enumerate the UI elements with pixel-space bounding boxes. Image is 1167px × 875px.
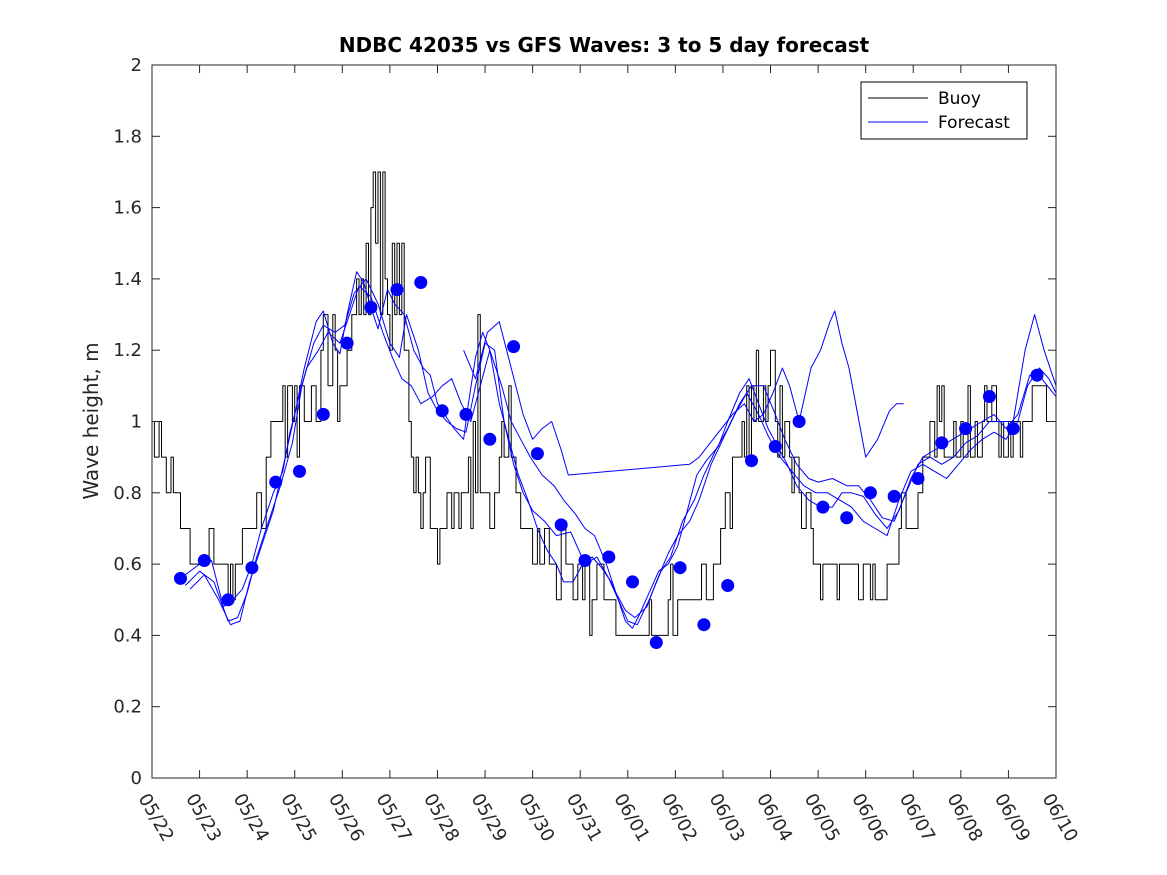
forecast-point [816,500,830,514]
forecast-point [221,593,235,607]
forecast-point [390,283,404,297]
forecast-series-line-4 [463,310,904,476]
x-tick-label: 06/06 [847,790,891,845]
forecast-point [602,550,616,564]
forecast-point [745,454,758,468]
x-tick-label: 05/31 [562,790,606,845]
legend-box [860,81,1028,140]
y-tick-label: 2 [131,55,142,76]
x-tick-label: 05/29 [467,790,511,845]
x-tick-label: 06/02 [657,790,701,845]
forecast-point [507,340,521,354]
forecast-series-line-2 [184,278,1056,626]
buoy-series-line [152,171,1056,636]
forecast-point [1006,422,1020,436]
forecast-point [982,390,996,403]
forecast-point [293,464,306,478]
y-tick-label: 1.2 [113,340,142,361]
forecast-series-line-3 [189,285,1056,626]
x-tick-label: 05/28 [419,790,463,845]
forecast-point [697,618,711,632]
y-tick-label: 1 [131,412,142,433]
x-tick-label: 05/30 [514,790,558,845]
plot-area-background [152,65,1056,778]
forecast-point [174,571,187,585]
forecast-point [911,472,925,485]
forecast-point [721,579,735,592]
x-tick-label: 06/03 [705,790,749,845]
x-tick-label: 06/04 [752,790,796,845]
x-tick-label: 05/26 [324,790,368,845]
marker-layer [174,276,1044,649]
y-tick-label: 1.4 [113,269,142,290]
forecast-point [197,554,211,567]
y-tick-label: 0.2 [113,697,142,718]
forecast-point [935,436,949,450]
forecast-point [840,511,854,525]
chart-title: NDBC 42035 vs GFS Waves: 3 to 5 day fore… [339,33,870,57]
y-tick-label: 0.4 [113,625,142,646]
forecast-point [435,404,449,418]
x-tick-label: 06/08 [943,790,987,845]
forecast-point [673,561,687,575]
x-tick-label: 05/24 [229,790,273,845]
x-tick-label: 06/07 [895,790,939,845]
x-tick-label: 06/09 [990,790,1034,845]
forecast-point [649,636,663,649]
x-tick-label: 05/25 [276,790,320,845]
forecast-point [626,575,639,589]
forecast-point [530,447,544,461]
forecast-point [340,336,354,350]
forecast-point [768,440,782,453]
y-tick-label: 1.6 [113,198,142,219]
legend-forecast-label: Forecast [938,113,1010,133]
x-tick-label: 06/05 [800,790,844,845]
forecast-point [578,554,592,567]
y-tick-label: 0.8 [113,483,142,504]
legend-buoy-label: Buoy [938,89,981,109]
forecast-point [316,407,330,421]
y-tick-label: 1.8 [113,126,142,147]
forecast-point [887,489,901,503]
forecast-point [459,407,473,421]
forecast-point [554,518,568,532]
forecast-point [414,276,428,289]
forecast-point [1030,368,1044,382]
legend: Buoy Forecast [860,81,1028,140]
y-tick-label: 0.6 [113,554,142,575]
forecast-point [863,486,877,500]
x-tick-label: 05/23 [181,790,225,845]
forecast-point [483,432,497,446]
x-tick-label: 06/10 [1038,790,1082,845]
x-tick-label: 06/01 [609,790,653,845]
forecast-point [245,561,259,575]
forecast-point [959,422,973,436]
forecast-point [269,475,283,489]
x-tick-label: 05/22 [134,790,178,845]
y-tick-label: 0 [131,768,142,789]
forecast-point [792,415,806,428]
forecast-point [364,300,378,314]
x-tick-label: 05/27 [372,790,416,845]
y-axis-label: Wave height, m [79,342,103,499]
